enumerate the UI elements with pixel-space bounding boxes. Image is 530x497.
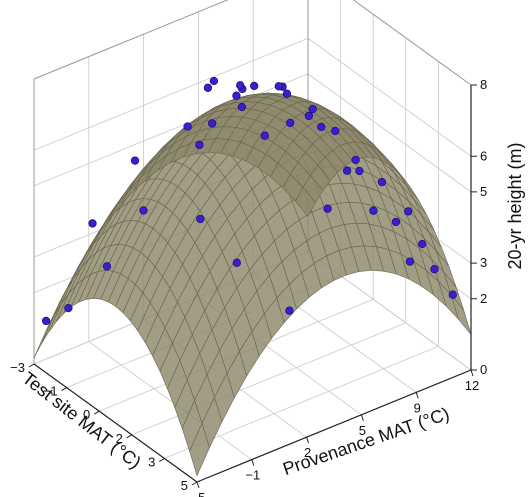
data-point [232, 258, 241, 267]
surface-patch [48, 293, 69, 333]
data-point [351, 155, 360, 165]
x-tick-label: 0 [83, 407, 90, 422]
x-tick-label: 3 [148, 454, 155, 469]
z-tick-label: 3 [480, 255, 487, 270]
data-point [203, 83, 213, 92]
data-point [342, 166, 352, 175]
y-tick-mark [470, 369, 474, 377]
box-edge [352, 0, 472, 86]
y-axis-title: Provenance MAT (°C) [280, 403, 452, 479]
data-point [232, 91, 241, 100]
y-tick-label: 2 [304, 445, 311, 460]
x-tick-label: −1 [43, 384, 58, 399]
x-tick-mark [61, 387, 67, 392]
y-axis-line [196, 369, 472, 483]
z-tick-label: 5 [480, 184, 487, 199]
gridline [33, 0, 229, 80]
data-point [418, 239, 427, 249]
y-tick-label: −1 [245, 468, 260, 483]
y-tick-mark [415, 392, 419, 399]
data-point [369, 206, 378, 215]
y-tick-label: 5 [359, 423, 366, 438]
data-point [195, 140, 204, 150]
data-point [64, 303, 73, 313]
z-tick-label: 8 [480, 77, 487, 92]
z-tick-label: 0 [480, 362, 487, 377]
data-point [377, 177, 387, 187]
gridline [307, 73, 472, 193]
data-point [331, 126, 340, 136]
z-axis-title: 20-yr height (m) [505, 142, 525, 269]
data-point [250, 81, 259, 91]
data-point [139, 206, 148, 215]
gridline [33, 73, 309, 187]
gridline [307, 37, 472, 157]
data-point [130, 156, 140, 165]
x-tick-label: 2 [116, 431, 123, 446]
data-point [196, 214, 205, 224]
data-point [274, 82, 283, 91]
gridline [33, 37, 309, 151]
data-points [41, 76, 457, 326]
y-tick-mark [196, 481, 200, 489]
x-axis-ticks: 5 3 2 0 −1 −3 [10, 360, 198, 493]
data-point [285, 306, 294, 315]
z-tick-label: 6 [480, 148, 487, 163]
data-point [405, 257, 415, 266]
x-tick-mark [191, 481, 198, 486]
data-point [260, 131, 269, 140]
data-point [208, 119, 217, 128]
gridline [352, 0, 472, 86]
data-point [317, 122, 326, 132]
data-point [448, 290, 457, 299]
data-point [308, 104, 317, 114]
y-tick-label: −5 [191, 490, 206, 497]
data-point [209, 76, 219, 86]
data-point [102, 262, 112, 271]
data-point [41, 316, 51, 326]
y-tick-mark [251, 459, 255, 466]
data-point [323, 204, 332, 213]
data-point [88, 219, 97, 228]
data-point [355, 166, 364, 176]
x-tick-mark [159, 457, 165, 462]
z-tick-label: 2 [480, 291, 487, 306]
data-point [183, 122, 192, 131]
data-point [282, 89, 292, 98]
y-tick-label: 12 [465, 378, 479, 393]
x-tick-label: −3 [10, 360, 25, 375]
data-point [391, 217, 401, 227]
x-tick-label: 5 [181, 478, 188, 493]
response-surface [33, 92, 472, 477]
data-point [237, 102, 247, 112]
surface-patch [295, 186, 316, 217]
z-axis-ticks: 0 2 3 5 6 8 [471, 77, 487, 377]
data-point [236, 81, 245, 90]
y-tick-mark [360, 414, 364, 421]
x-axis-title: Test site MAT (°C) [19, 368, 145, 473]
x-tick-mark [93, 410, 100, 415]
x-tick-mark [28, 363, 35, 368]
x-tick-mark [126, 434, 133, 439]
data-point [404, 207, 413, 216]
gridline [88, 341, 253, 460]
y-tick-mark [306, 437, 310, 444]
chart-axes [33, 85, 472, 483]
box-edge [33, 0, 229, 80]
gridline [131, 322, 406, 436]
data-point [430, 265, 439, 274]
data-point [286, 118, 295, 128]
y-tick-label: 9 [414, 400, 421, 415]
x-axis-line [33, 363, 198, 483]
y-axis-ticks: −5 −1 2 5 9 12 [191, 369, 479, 497]
data-point [304, 111, 314, 121]
